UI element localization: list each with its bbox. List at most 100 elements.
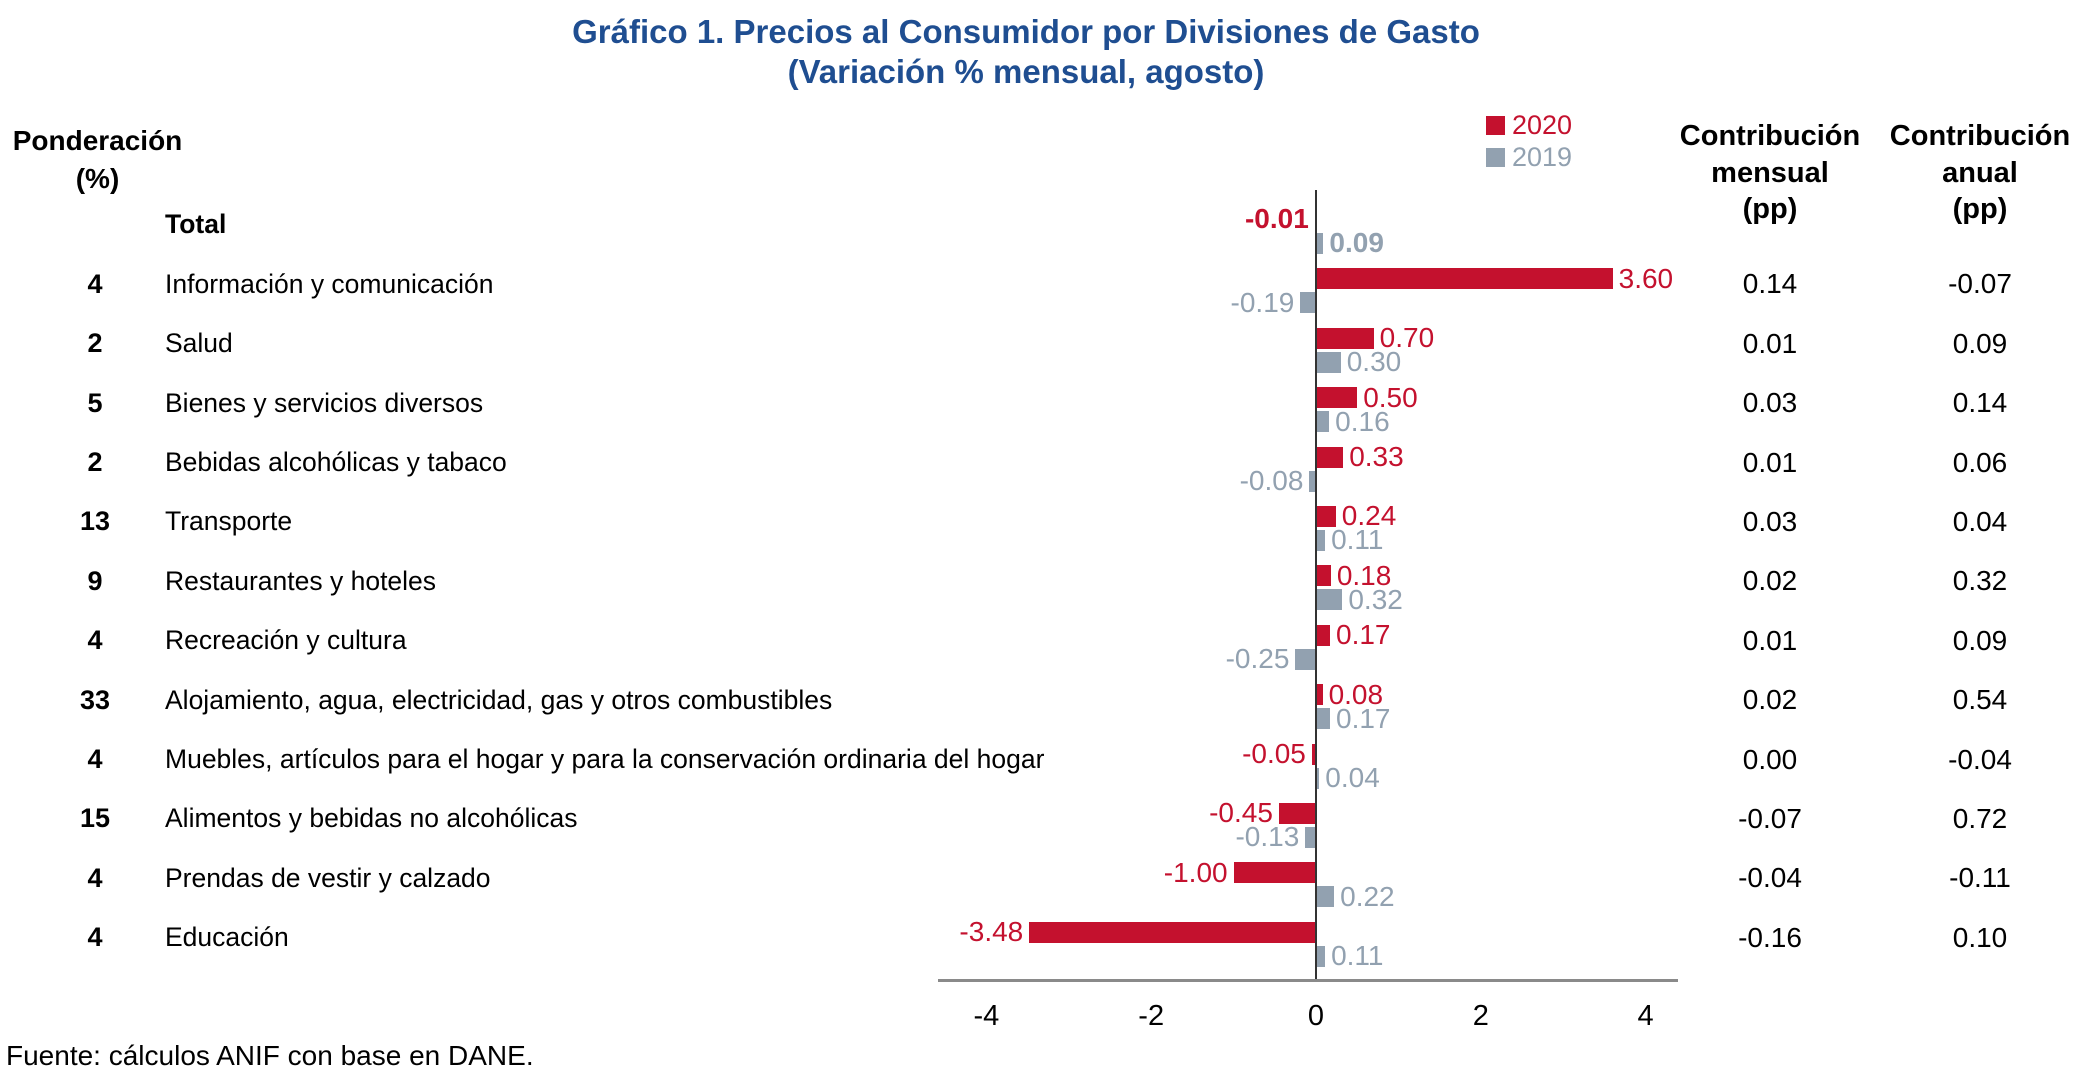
bar-2020 <box>1316 565 1331 587</box>
chart-row: 4 Prendas de vestir y calzado -1.00 0.22 -0.… <box>0 849 2078 912</box>
contribucion-anual-header: Contribución anual (pp) <box>1865 118 2078 228</box>
ponderacion-value: 4 <box>87 862 103 893</box>
bar-label-2019: -0.19 <box>1230 286 1295 318</box>
bar-2020 <box>1316 446 1344 468</box>
contribucion-mensual-header-line2: mensual <box>1711 156 1829 189</box>
contribucion-mensual-header: Contribución mensual (pp) <box>1655 118 1885 228</box>
x-axis-line <box>938 979 1678 982</box>
category-label: Transporte <box>165 506 293 537</box>
bar-2020 <box>1311 743 1316 765</box>
bar-label-2019: -0.25 <box>1225 643 1290 675</box>
contribucion-anual-value: 0.04 <box>1952 505 2008 537</box>
contribucion-anual-value: 0.72 <box>1952 802 2008 834</box>
contribucion-anual-value: -0.11 <box>1949 862 2011 894</box>
legend-label-2019: 2019 <box>1512 142 1573 172</box>
bar-label-2020: -0.05 <box>1242 738 1306 770</box>
chart-row: 2 Bebidas alcohólicas y tabaco 0.33 -0.08 0.… <box>0 433 2078 496</box>
bar-2020 <box>1029 921 1316 943</box>
chart-row: 2 Salud 0.70 0.30 0.01 0.09 <box>0 314 2078 378</box>
ponderacion-value: 9 <box>87 565 103 596</box>
chart-title-line2: (Variación % mensual, agosto) <box>787 53 1265 90</box>
bar-2020 <box>1278 802 1316 824</box>
category-label: Salud <box>165 328 233 359</box>
contribucion-anual-value: 0.32 <box>1952 565 2008 597</box>
contribucion-mensual-value: 0.14 <box>1742 268 1798 300</box>
contribucion-anual-value: -0.07 <box>1948 268 2012 300</box>
chart-row: 33 Alojamiento, agua, electricidad, gas y… <box>0 671 2078 734</box>
bar-2019 <box>1316 232 1324 254</box>
ponderacion-value: 4 <box>87 922 103 953</box>
bar-2019 <box>1316 411 1330 433</box>
ponderacion-value: 4 <box>87 625 103 656</box>
bar-label-2020: 0.70 <box>1379 322 1435 354</box>
bar-label-2020: 0.24 <box>1341 500 1397 532</box>
bar-label-2020: 0.50 <box>1363 381 1418 413</box>
contribucion-mensual-value: 0.01 <box>1742 327 1798 359</box>
contribucion-anual-value: 0.09 <box>1952 624 2008 656</box>
category-label: Bienes y servicios diversos <box>165 387 484 418</box>
contribucion-anual-value: 0.06 <box>1952 446 2008 478</box>
ponderacion-header-line2: (%) <box>75 163 120 194</box>
category-label: Alimentos y bebidas no alcohólicas <box>165 803 578 834</box>
category-label: Información y comunicación <box>165 268 494 299</box>
chart-row: 5 Bienes y servicios diversos 0.50 0.16 0.03… <box>0 374 2078 437</box>
bar-label-2019: 0.17 <box>1336 702 1391 734</box>
category-label: Recreación y cultura <box>165 625 407 656</box>
category-label: Bebidas alcohólicas y tabaco <box>165 447 507 478</box>
chart-title: Gráfico 1. Precios al Consumidor por Div… <box>0 12 2052 92</box>
ponderacion-value: 4 <box>87 268 103 299</box>
chart-row: 4 Educación -3.48 0.11 -0.16 0.10 <box>0 908 2078 972</box>
bar-2019 <box>1305 826 1316 848</box>
contribucion-anual-value: 0.09 <box>1952 327 2008 359</box>
bar-2019 <box>1309 470 1316 492</box>
contribucion-anual-value <box>1865 195 2078 254</box>
bar-2020 <box>1316 327 1374 349</box>
bar-label-2019: -0.13 <box>1235 821 1300 853</box>
bar-label-2019: 0.11 <box>1331 940 1384 972</box>
contribucion-mensual-value: 0.02 <box>1742 684 1798 716</box>
contribucion-anual-value: -0.04 <box>1948 743 2012 775</box>
chart-row: 13 Transporte 0.24 0.11 0.03 0.04 <box>0 492 2078 555</box>
source-note: Fuente: cálculos ANIF con base en DANE. <box>6 1040 534 1071</box>
bar-label-2020: -0.45 <box>1209 797 1273 829</box>
contribucion-mensual-value: -0.07 <box>1738 802 1802 834</box>
category-label: Muebles, artículos para el hogar y para … <box>165 744 1045 775</box>
chart-title-line1: Gráfico 1. Precios al Consumidor por Div… <box>572 13 1480 50</box>
bar-label-2019: 0.22 <box>1340 880 1395 912</box>
bar-label-2020: 0.17 <box>1336 619 1391 651</box>
chart-row: 4 Información y comunicación 3.60 -0.19 0.14… <box>0 255 2078 318</box>
bar-2019 <box>1316 945 1326 967</box>
legend-item-2019: 2019 <box>1486 144 1572 171</box>
bar-2020 <box>1316 684 1323 706</box>
bar-2019 <box>1300 292 1316 314</box>
ponderacion-value: 4 <box>87 744 103 775</box>
contribucion-anual-value: 0.54 <box>1952 684 2008 716</box>
zero-axis-line <box>1315 190 1317 980</box>
bar-label-2019: 0.04 <box>1325 762 1380 794</box>
bar-label-2020: 3.60 <box>1618 262 1674 294</box>
chart-row: 9 Restaurantes y hoteles 0.18 0.32 0.02 0.32 <box>0 552 2078 615</box>
x-tick-label: -2 <box>1138 1000 1165 1032</box>
bar-label-2019: 0.16 <box>1335 405 1390 437</box>
bar-2020 <box>1316 268 1613 290</box>
x-tick-label: 0 <box>1307 1000 1325 1032</box>
bar-label-2019: 0.30 <box>1346 346 1402 378</box>
contribucion-mensual-value: 0.03 <box>1742 387 1798 419</box>
chart-row: 4 Muebles, artículos para el hogar y para… <box>0 730 2078 794</box>
contribucion-mensual-value: -0.16 <box>1738 921 1802 953</box>
bar-2020 <box>1233 862 1316 884</box>
ponderacion-value: 2 <box>87 447 103 478</box>
ponderacion-value: 15 <box>79 803 111 834</box>
bar-label-2020: -1.00 <box>1163 856 1228 888</box>
bar-2019 <box>1316 589 1343 611</box>
chart-row: Total -0.01 0.09 <box>0 195 2078 259</box>
bar-label-2019: 0.09 <box>1329 227 1384 259</box>
ponderacion-value: 5 <box>87 387 103 418</box>
legend: 2020 2019 <box>1486 112 1572 176</box>
contribucion-mensual-value: 0.00 <box>1742 743 1798 775</box>
bar-label-2020: -0.01 <box>1244 203 1309 235</box>
legend-item-2020: 2020 <box>1486 112 1572 139</box>
contribucion-mensual-value: 0.03 <box>1742 505 1798 537</box>
contribucion-mensual-value: -0.04 <box>1738 862 1802 894</box>
